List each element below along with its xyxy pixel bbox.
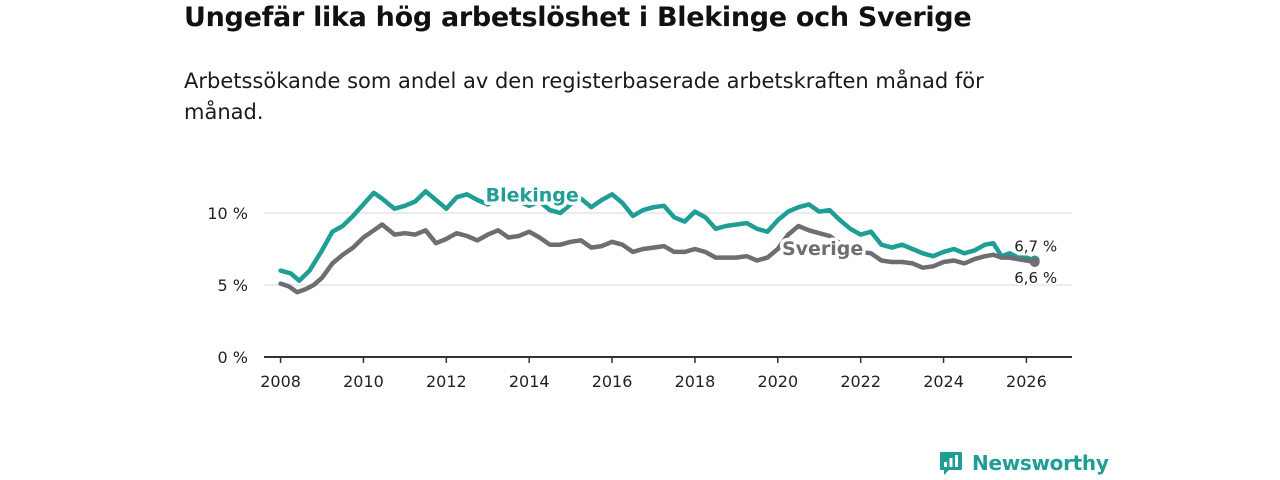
series-lines [278, 189, 1037, 295]
x-tick-label: 2018 [675, 372, 716, 391]
x-tick-label: 2024 [923, 372, 964, 391]
x-axis-ticks: 2008 2010 2012 2014 2016 2018 2020 2022 2024 2026 [260, 357, 1047, 391]
end-label-blekinge: 6,7 % [1014, 238, 1057, 256]
y-tick-label: 10 % [207, 204, 248, 223]
bar-chart-speech-bubble-icon [940, 452, 962, 475]
end-point-sverige [1029, 256, 1040, 267]
x-tick-label: 2012 [426, 372, 467, 391]
chart-title: Ungefär lika hög arbetslöshet i Blekinge… [184, 2, 972, 33]
series-labels: Blekinge Sverige 6,7 % 6,6 % [482, 181, 1059, 289]
x-tick-label: 2014 [509, 372, 550, 391]
brand-logo[interactable]: Newsworthy [938, 450, 1109, 476]
chart-subtitle: Arbetssökande som andel av den registerb… [184, 69, 984, 124]
y-tick-label: 5 % [218, 276, 248, 295]
y-axis-ticks: 0 % 5 % 10 % [207, 204, 248, 367]
x-tick-label: 2020 [757, 372, 798, 391]
x-tick-label: 2022 [840, 372, 881, 391]
series-label-sverige: Sverige [782, 238, 863, 260]
x-tick-label: 2016 [592, 372, 633, 391]
series-line-sverige [278, 222, 1037, 295]
series-label-blekinge: Blekinge [486, 184, 579, 206]
x-tick-label: 2026 [1006, 372, 1047, 391]
series-line-blekinge [278, 189, 1037, 283]
x-tick-label: 2008 [260, 372, 301, 391]
y-tick-label: 0 % [218, 348, 248, 367]
brand-name: Newsworthy [972, 451, 1109, 475]
end-label-sverige: 6,6 % [1014, 269, 1057, 287]
x-tick-label: 2010 [343, 372, 384, 391]
